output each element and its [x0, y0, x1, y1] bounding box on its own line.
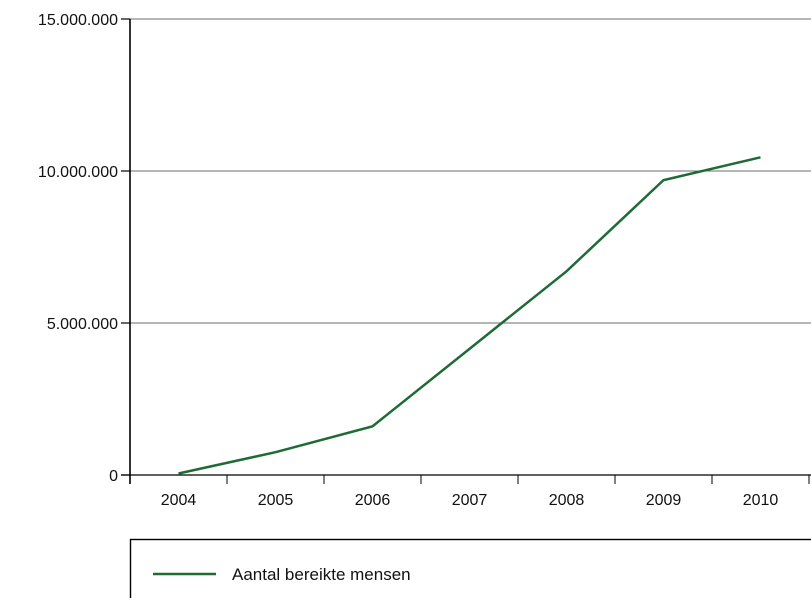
- x-tick-label: 2009: [646, 492, 682, 509]
- x-tick-label: 2008: [549, 492, 585, 509]
- x-tick-label: 2004: [161, 492, 197, 509]
- legend-box: [129, 538, 811, 598]
- series: [178, 156, 761, 475]
- series-line: [178, 156, 761, 475]
- axes: [121, 19, 811, 484]
- x-tick-label: 2010: [743, 492, 779, 509]
- legend: Aantal bereikte mensen: [129, 538, 811, 598]
- y-tick-label: 0: [109, 468, 118, 485]
- x-axis-ticks: 2004 2005 2006 2007 2008 2009 2010: [161, 475, 810, 509]
- x-tick-label: 2006: [355, 492, 391, 509]
- x-tick-label: 2005: [258, 492, 294, 509]
- y-tick-label: 5.000.000: [47, 316, 118, 333]
- x-tick-label: 2007: [452, 492, 488, 509]
- gridlines: [130, 18, 811, 324]
- legend-label: Aantal bereikte mensen: [232, 565, 411, 584]
- y-axis-ticks: 0 5.000.000 10.000.000 15.000.000: [38, 12, 130, 485]
- y-tick-label: 15.000.000: [38, 12, 118, 29]
- y-tick-label: 10.000.000: [38, 164, 118, 181]
